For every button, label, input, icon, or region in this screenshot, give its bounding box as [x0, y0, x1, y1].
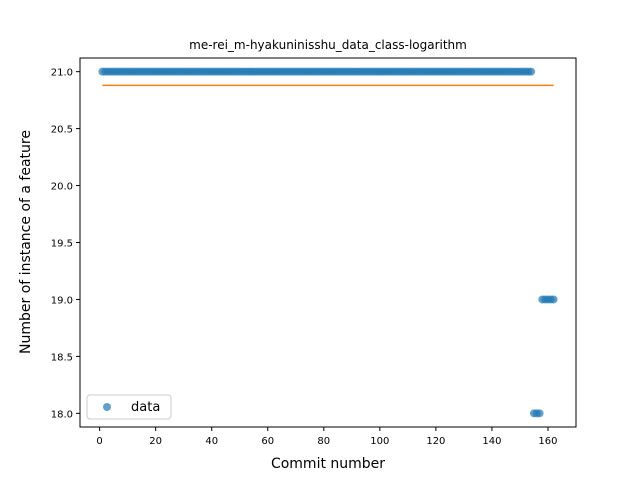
- x-tick-label: 160: [538, 436, 557, 447]
- chart-title: me-rei_m-hyakuninisshu_data_class-logari…: [189, 38, 467, 52]
- y-tick-label: 21.0: [51, 68, 73, 79]
- y-tick-label: 18.5: [51, 352, 73, 363]
- legend-marker-data: [103, 403, 111, 411]
- plot-area: [98, 67, 558, 418]
- y-tick-label: 20.0: [51, 182, 73, 193]
- x-tick-label: 60: [261, 436, 274, 447]
- y-tick-label: 20.5: [51, 125, 73, 136]
- data-point: [549, 295, 558, 304]
- x-tick-label: 80: [317, 436, 330, 447]
- legend-label-data: data: [131, 400, 160, 415]
- x-tick-label: 20: [149, 436, 162, 447]
- x-tick-label: 140: [482, 436, 501, 447]
- x-axis-label: Commit number: [271, 456, 385, 472]
- axes: 0 20 40 60 80 100 120 140 160 18.0 18.5 19.0 19.5 20.…: [51, 57, 577, 447]
- y-tick-label: 18.0: [51, 409, 73, 420]
- legend-box: [86, 394, 172, 420]
- x-tick-label: 100: [370, 436, 389, 447]
- legend: data: [86, 394, 172, 420]
- x-tick-label: 120: [426, 436, 445, 447]
- y-tick-label: 19.5: [51, 239, 73, 250]
- data-point: [535, 409, 544, 418]
- x-tick-label: 0: [96, 436, 102, 447]
- data-point: [527, 67, 536, 76]
- y-axis-label: Number of instance of a feature: [18, 130, 34, 354]
- x-tick-label: 40: [205, 436, 218, 447]
- y-tick-label: 19.0: [51, 295, 73, 306]
